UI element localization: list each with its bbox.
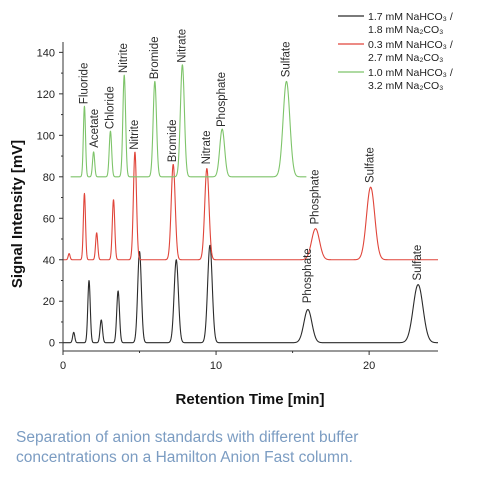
legend-label-line1: 1.7 mM NaHCO₃ /	[368, 11, 453, 23]
x-tick-label: 0	[60, 360, 66, 372]
axes: 0 20 40 60 80 100 120 140 0 10 20	[37, 42, 438, 372]
peak-label: Nitrite	[118, 43, 130, 73]
y-tick-label: 60	[43, 213, 55, 225]
peak-label: Sulfate	[365, 147, 377, 183]
peak-label: Sulfate	[281, 41, 293, 77]
peak-label: Sulfate	[412, 245, 424, 281]
peak-label: Acetate	[89, 109, 101, 148]
y-tick-label: 20	[43, 296, 55, 308]
legend-label-line2: 3.2 mM Na₂CO₃	[368, 80, 443, 92]
peak-label: Fluoride	[78, 63, 90, 105]
peak-label: Nitrate	[176, 29, 188, 63]
peak-label: Bromide	[167, 119, 179, 162]
figure-caption: Separation of anion standards with diffe…	[16, 428, 466, 468]
legend: 1.7 mM NaHCO₃ /1.8 mM Na₂CO₃ 0.3 mM NaHCO…	[338, 11, 453, 92]
legend-label-line2: 1.8 mM Na₂CO₃	[368, 24, 443, 36]
peak-label: Phosphate	[216, 72, 228, 127]
y-tick-label: 80	[43, 172, 55, 184]
y-axis-label: Signal Intensity [mV]	[9, 140, 26, 288]
peak-labels: Fluoride Acetate Chloride Nitrite Bromide Nit…	[78, 29, 424, 303]
x-axis-label: Retention Time [min]	[176, 391, 325, 408]
y-tick-label: 40	[43, 255, 55, 267]
y-tick-label: 120	[37, 89, 55, 101]
caption-line-2: concentrations on a Hamilton Anion Fast …	[16, 449, 353, 466]
y-tick-label: 100	[37, 130, 55, 142]
peak-label: Bromide	[149, 36, 161, 79]
peak-label: Nitrate	[201, 131, 213, 165]
peak-label: Nitrite	[129, 120, 141, 150]
series-2-trace	[62, 151, 439, 261]
legend-label-line1: 0.3 mM NaHCO₃ /	[368, 39, 453, 51]
x-tick-label: 10	[210, 360, 222, 372]
peak-label: Phosphate	[302, 248, 314, 303]
peak-label: Chloride	[104, 86, 116, 129]
chromatogram-chart: 0 20 40 60 80 100 120 140 0 10 20 Fluoride Acetate C…	[9, 11, 453, 408]
y-tick-label: 140	[37, 47, 55, 59]
caption-line-1: Separation of anion standards with diffe…	[16, 429, 359, 446]
series-1-trace	[62, 244, 439, 344]
y-tick-label: 0	[49, 338, 55, 350]
legend-label-line2: 2.7 mM Na₂CO₃	[368, 52, 443, 64]
legend-label-line1: 1.0 mM NaHCO₃ /	[368, 67, 453, 79]
series-3-trace	[70, 64, 307, 178]
peak-label: Phosphate	[310, 170, 322, 225]
x-tick-label: 20	[363, 360, 375, 372]
series-layer	[62, 64, 439, 344]
